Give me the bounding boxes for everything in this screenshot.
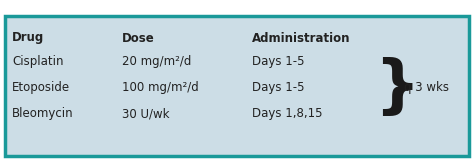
Text: Cisplatin: Cisplatin bbox=[12, 56, 64, 68]
Text: Drug: Drug bbox=[12, 32, 44, 44]
FancyBboxPatch shape bbox=[5, 16, 469, 156]
Text: Dose: Dose bbox=[122, 32, 155, 44]
Text: 100 mg/m²/d: 100 mg/m²/d bbox=[122, 81, 199, 95]
Text: Days 1,8,15: Days 1,8,15 bbox=[252, 108, 322, 120]
Text: Days 1-5: Days 1-5 bbox=[252, 81, 304, 95]
Text: Bleomycin: Bleomycin bbox=[12, 108, 73, 120]
Text: }: } bbox=[374, 57, 419, 119]
Text: Etoposide: Etoposide bbox=[12, 81, 70, 95]
Text: Days 1-5: Days 1-5 bbox=[252, 56, 304, 68]
Text: 20 mg/m²/d: 20 mg/m²/d bbox=[122, 56, 191, 68]
Text: 30 U/wk: 30 U/wk bbox=[122, 108, 170, 120]
Text: Administration: Administration bbox=[252, 32, 350, 44]
Text: q 3 wks: q 3 wks bbox=[404, 81, 449, 95]
